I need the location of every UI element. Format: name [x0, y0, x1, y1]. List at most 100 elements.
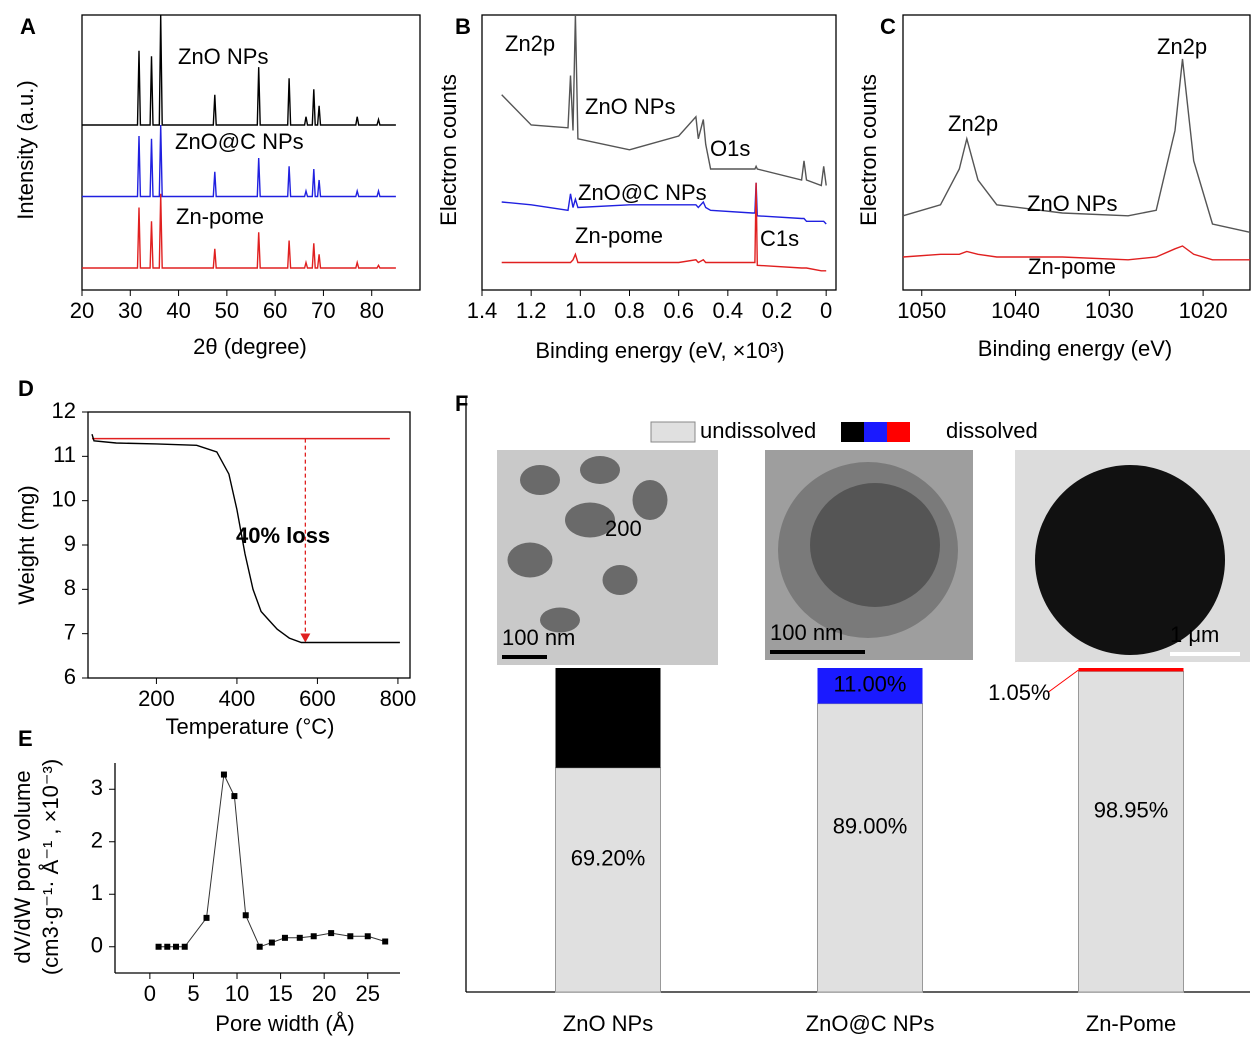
- data-point: [282, 935, 288, 941]
- x-tick-label: 5: [187, 981, 199, 1006]
- y-axis-label: Weight (mg): [14, 485, 39, 604]
- series-label: ZnO NPs: [585, 94, 675, 119]
- legend-swatch: [651, 422, 695, 442]
- value-label: 1.05%: [988, 680, 1050, 705]
- y-tick-label: 9: [64, 531, 76, 556]
- series-label: ZnO@C NPs: [578, 180, 707, 205]
- x-tick-label: 30: [118, 298, 142, 323]
- x-tick-label: 1020: [1179, 298, 1228, 323]
- data-point: [347, 933, 353, 939]
- y-tick-label: 1: [91, 880, 103, 905]
- annotation: Zn2p: [948, 111, 998, 136]
- y-axis-label: Electron counts: [856, 74, 881, 226]
- x-tick-label: 1050: [897, 298, 946, 323]
- x-tick-label: 0.8: [614, 298, 645, 323]
- x-axis-label: Temperature (°C): [166, 714, 335, 739]
- x-tick-label: 25: [356, 981, 380, 1006]
- x-tick-label: 1040: [991, 298, 1040, 323]
- annotation: C1s: [760, 226, 799, 251]
- particle-core: [810, 483, 940, 607]
- y-tick-label: 3: [91, 775, 103, 800]
- y-tick-label: 2: [91, 828, 103, 853]
- panel-letter: D: [18, 376, 34, 401]
- series-line: [82, 15, 396, 125]
- y-axis-label: (cm3·g⁻¹· Å⁻¹ , ×10⁻³): [38, 759, 63, 975]
- x-tick-label: 15: [268, 981, 292, 1006]
- x-tick-label: 80: [359, 298, 383, 323]
- data-point: [382, 939, 388, 945]
- scale-bar-label: 100 nm: [502, 625, 575, 650]
- series-label: ZnO NPs: [1027, 191, 1117, 216]
- y-axis-label: Electron counts: [436, 74, 461, 226]
- data-point: [243, 912, 249, 918]
- bar-segment: [818, 704, 923, 992]
- annotation: Zn2p: [505, 31, 555, 56]
- data-point: [164, 944, 170, 950]
- y-tick-label: 7: [64, 619, 76, 644]
- annotation: Zn2p: [1157, 34, 1207, 59]
- x-tick-label: 200: [138, 686, 175, 711]
- annotation: O1s: [710, 136, 750, 161]
- data-point: [365, 933, 371, 939]
- x-tick-label: 600: [299, 686, 336, 711]
- series-label: ZnO NPs: [178, 44, 268, 69]
- legend-swatch: [841, 422, 864, 442]
- figure: A203040506070802θ (degree)Intensity (a.u…: [0, 0, 1253, 1039]
- legend-swatch: [864, 422, 887, 442]
- leader-line: [1049, 670, 1079, 692]
- x-tick-label: 1.0: [565, 298, 596, 323]
- series-label: Zn-pome: [176, 204, 264, 229]
- x-tick-label: 1.2: [516, 298, 547, 323]
- x-tick-label: 400: [219, 686, 256, 711]
- panel-letter: E: [18, 726, 33, 751]
- particle: [520, 465, 560, 495]
- data-point: [257, 944, 263, 950]
- x-tick-label: 20: [70, 298, 94, 323]
- x-axis-label: 2θ (degree): [193, 334, 307, 359]
- scale-bar-label: 100 nm: [770, 620, 843, 645]
- bar-segment: [1079, 671, 1184, 992]
- x-tick-label: ZnO@C NPs: [806, 1011, 935, 1036]
- y-tick-label: 10: [52, 486, 76, 511]
- legend-label: dissolved: [946, 418, 1038, 443]
- x-tick-label: 0.2: [762, 298, 793, 323]
- x-tick-label: 70: [311, 298, 335, 323]
- x-tick-label: 800: [380, 686, 417, 711]
- x-axis-label: Binding energy (eV, ×10³): [535, 338, 784, 363]
- data-point: [221, 772, 227, 778]
- particle: [580, 456, 620, 484]
- legend-label: undissolved: [700, 418, 816, 443]
- data-point: [156, 944, 162, 950]
- particle: [508, 543, 553, 578]
- particle: [603, 565, 638, 595]
- y-tick-label: 11: [53, 442, 76, 467]
- legend-swatch: [887, 422, 910, 442]
- data-point: [311, 933, 317, 939]
- particle: [633, 480, 668, 520]
- series-line: [159, 775, 386, 947]
- x-tick-label: Zn-Pome: [1086, 1011, 1176, 1036]
- y-axis-label: Intensity (a.u.): [13, 80, 38, 219]
- y-axis-label: dV/dW pore volume: [10, 770, 35, 963]
- panel-letter: A: [20, 14, 36, 39]
- panel-letter: C: [880, 14, 896, 39]
- x-tick-label: 0.4: [713, 298, 744, 323]
- x-tick-label: 0: [820, 298, 832, 323]
- series-label: ZnO@C NPs: [175, 129, 304, 154]
- data-point: [297, 935, 303, 941]
- x-tick-label: 20: [312, 981, 336, 1006]
- image-annotation: 200: [605, 516, 642, 541]
- bar-segment: [556, 768, 661, 992]
- y-tick-label: 12: [52, 398, 76, 423]
- value-label: 98.95%: [1094, 798, 1169, 823]
- y-tick-label: 8: [64, 575, 76, 600]
- data-point: [204, 915, 210, 921]
- arrow-head: [300, 634, 310, 643]
- data-point: [173, 944, 179, 950]
- value-label: 30.80%: [571, 704, 646, 729]
- scale-bar-label: 1 μm: [1170, 622, 1219, 647]
- data-point: [231, 793, 237, 799]
- data-point: [182, 944, 188, 950]
- panel-letter: B: [455, 14, 471, 39]
- x-tick-label: 1.4: [467, 298, 498, 323]
